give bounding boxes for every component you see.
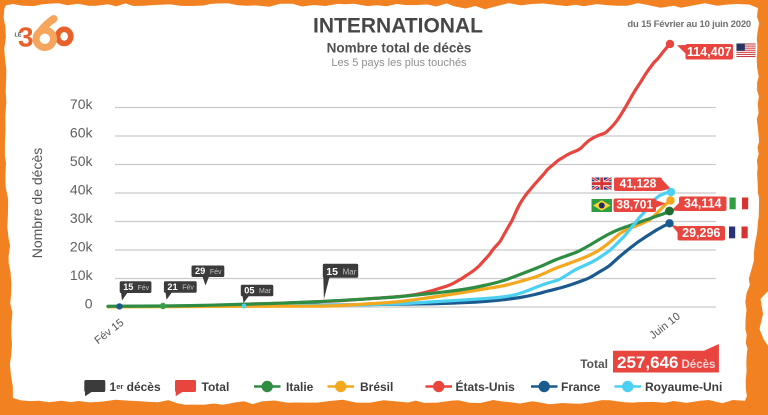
svg-text:29,296: 29,296 <box>682 226 720 240</box>
svg-text:Royaume-Uni: Royaume-Uni <box>645 380 722 394</box>
svg-text:Fév: Fév <box>182 285 194 292</box>
svg-text:15: 15 <box>326 266 338 278</box>
svg-text:40k: 40k <box>70 182 94 198</box>
svg-text:Fév 15: Fév 15 <box>92 317 126 347</box>
svg-text:Mar: Mar <box>343 268 357 277</box>
svg-text:30k: 30k <box>70 210 94 226</box>
svg-text:Mar: Mar <box>259 288 272 295</box>
svg-text:29: 29 <box>195 266 205 276</box>
svg-text:Nombre de décès: Nombre de décès <box>29 148 45 259</box>
svg-text:Les 5 pays les plus touchés: Les 5 pays les plus touchés <box>331 57 467 69</box>
svg-text:20k: 20k <box>70 239 94 255</box>
svg-text:0: 0 <box>85 296 93 312</box>
svg-text:Décès: Décès <box>682 359 716 371</box>
svg-text:70k: 70k <box>70 96 94 112</box>
svg-text:États-Unis: États-Unis <box>456 379 516 394</box>
svg-text:Fév: Fév <box>137 285 149 292</box>
svg-text:Total: Total <box>580 357 608 371</box>
svg-text:Nombre total de décès: Nombre total de décès <box>327 41 472 56</box>
svg-text:Italie: Italie <box>286 380 314 394</box>
svg-text:60k: 60k <box>70 125 94 141</box>
svg-text:du 15 Février au 10 juin 2020: du 15 Février au 10 juin 2020 <box>627 19 751 30</box>
svg-text:257,646: 257,646 <box>617 353 678 372</box>
svg-text:France: France <box>561 380 601 394</box>
svg-text:114,407: 114,407 <box>687 45 732 59</box>
svg-text:34,114: 34,114 <box>684 196 722 210</box>
svg-text:41,128: 41,128 <box>620 176 657 190</box>
svg-text:1er décès: 1er décès <box>110 380 161 394</box>
svg-text:Fév: Fév <box>210 269 222 276</box>
svg-text:Juin 10: Juin 10 <box>647 311 682 342</box>
svg-text:05: 05 <box>244 286 254 296</box>
svg-text:3: 3 <box>18 22 34 53</box>
svg-text:50k: 50k <box>70 153 94 169</box>
svg-text:Total: Total <box>202 380 230 394</box>
svg-text:Brésil: Brésil <box>360 380 393 394</box>
svg-text:INTERNATIONAL: INTERNATIONAL <box>313 15 483 38</box>
svg-text:10k: 10k <box>70 267 94 283</box>
svg-text:21: 21 <box>167 282 177 292</box>
svg-text:38,701: 38,701 <box>616 197 653 211</box>
svg-text:LE: LE <box>15 33 22 39</box>
svg-text:15: 15 <box>123 282 133 292</box>
